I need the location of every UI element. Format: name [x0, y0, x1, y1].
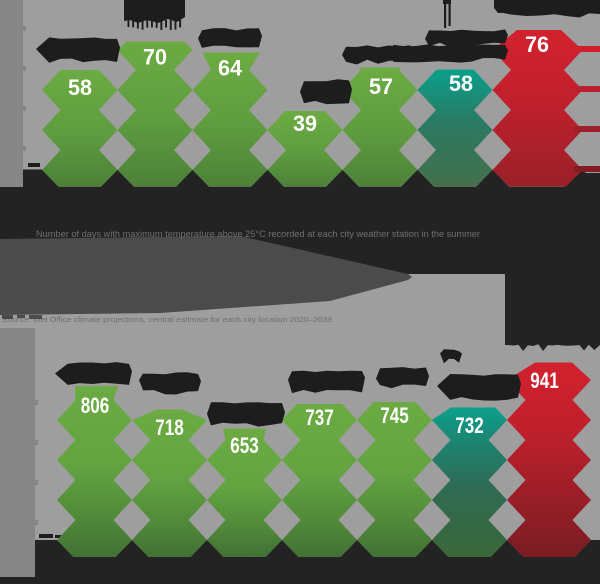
- svg-text:76: 76: [525, 32, 549, 57]
- svg-text:58: 58: [449, 71, 473, 96]
- svg-text:64: 64: [218, 56, 243, 81]
- svg-text:Source: Met Office climate pro: Source: Met Office climate projections, …: [2, 315, 332, 324]
- svg-text:941: 941: [530, 368, 559, 393]
- svg-text:806: 806: [81, 393, 110, 418]
- svg-text:745: 745: [380, 403, 409, 428]
- svg-text:737: 737: [305, 405, 334, 430]
- svg-text:58: 58: [68, 75, 92, 100]
- svg-text:57: 57: [369, 74, 393, 99]
- svg-text:39: 39: [293, 111, 317, 136]
- svg-text:Number of days with maximum te: Number of days with maximum temperature …: [36, 229, 480, 239]
- svg-text:732: 732: [455, 413, 484, 438]
- svg-text:70: 70: [143, 45, 167, 70]
- svg-text:653: 653: [230, 433, 259, 458]
- svg-text:718: 718: [155, 415, 184, 440]
